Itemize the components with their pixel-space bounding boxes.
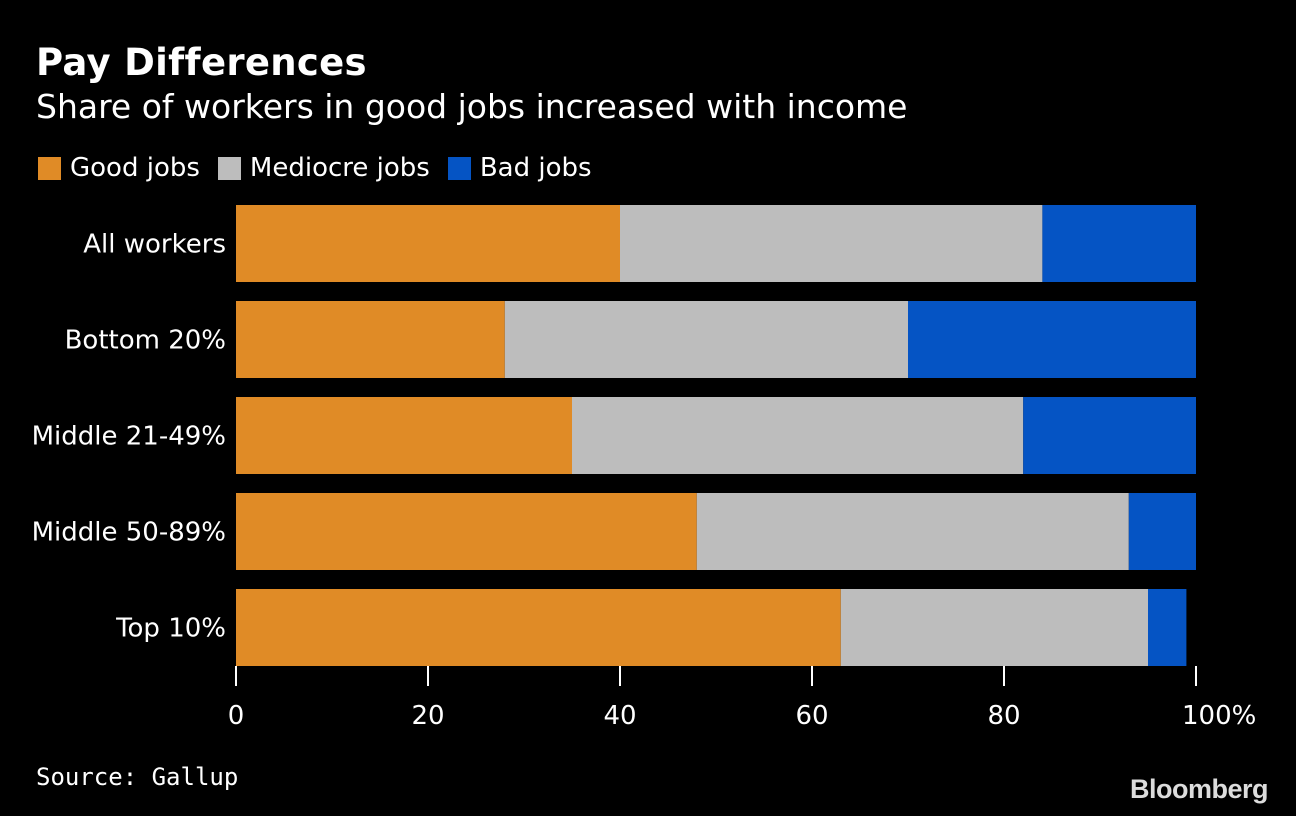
bar-good-jobs-middle-21-49 [236, 397, 572, 474]
category-label-all-workers: All workers [83, 230, 226, 260]
bar-good-jobs-top-10 [236, 589, 841, 666]
legend-swatch-good [38, 156, 61, 180]
x-tick-label-40: 40 [603, 701, 636, 731]
x-tick-label-60: 60 [795, 701, 828, 731]
category-label-middle-21-49: Middle 21-49% [32, 422, 226, 452]
category-label-middle-50-89: Middle 50-89% [32, 518, 226, 548]
bar-bad-jobs-middle-21-49 [1023, 397, 1196, 474]
chart-subtitle: Share of workers in good jobs increased … [36, 87, 908, 126]
x-tick-label-20: 20 [411, 701, 444, 731]
bar-good-jobs-all-workers [236, 205, 620, 282]
x-tick-label-100: 100% [1182, 701, 1256, 731]
bar-mediocre-jobs-middle-50-89 [696, 493, 1129, 570]
bar-mediocre-jobs-all-workers [620, 205, 1043, 282]
bloomberg-logo: Bloomberg [1129, 774, 1269, 804]
legend-swatch-mediocre [217, 156, 241, 180]
bar-mediocre-jobs-bottom-20 [504, 301, 908, 378]
legend-label-mediocre: Mediocre jobs [249, 153, 430, 183]
chart-title: Pay Differences [36, 41, 367, 84]
bar-good-jobs-middle-50-89 [236, 493, 697, 570]
bar-bad-jobs-all-workers [1042, 205, 1196, 282]
legend-item-mediocre: Mediocre jobs [217, 150, 430, 186]
legend-label-good: Good jobs [70, 153, 200, 183]
legend-item-bad: Bad jobs [447, 150, 592, 186]
bar-mediocre-jobs-middle-21-49 [572, 397, 1024, 474]
bar-good-jobs-bottom-20 [236, 301, 505, 378]
bar-mediocre-jobs-top-10 [840, 589, 1148, 666]
bar-bad-jobs-top-10 [1148, 589, 1187, 666]
legend: Good jobs Mediocre jobs Bad jobs [38, 150, 610, 186]
category-label-top-10: Top 10% [115, 614, 226, 644]
legend-swatch-bad [447, 156, 471, 180]
category-label-bottom-20: Bottom 20% [65, 326, 226, 356]
legend-item-good: Good jobs [38, 150, 200, 186]
source-note: Source: Gallup [36, 763, 239, 791]
x-tick-label-80: 80 [987, 701, 1020, 731]
legend-label-bad: Bad jobs [479, 153, 592, 183]
x-tick-label-0: 0 [228, 701, 245, 731]
bar-bad-jobs-bottom-20 [908, 301, 1196, 378]
bar-bad-jobs-middle-50-89 [1128, 493, 1196, 570]
